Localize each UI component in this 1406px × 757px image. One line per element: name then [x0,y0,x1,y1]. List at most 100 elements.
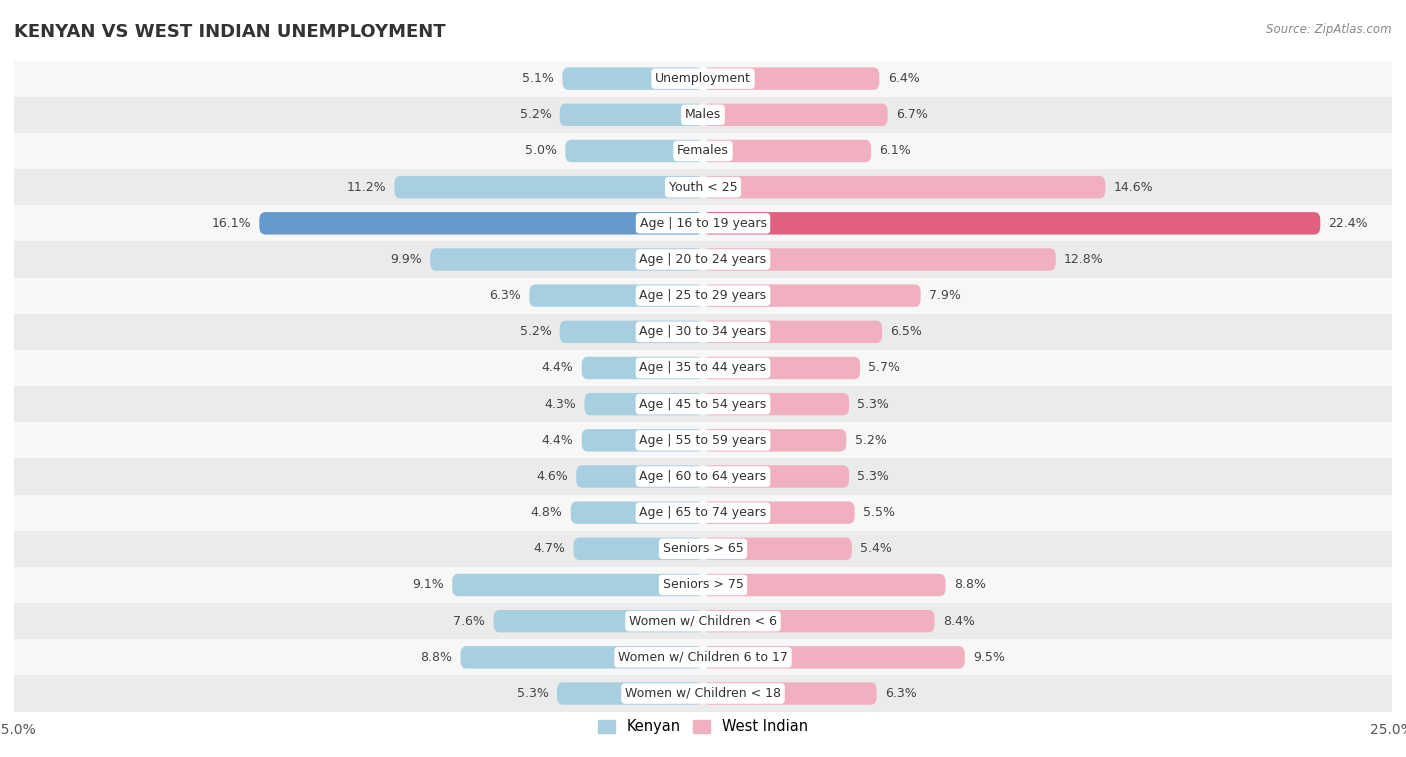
Text: 5.5%: 5.5% [863,506,894,519]
Text: 4.6%: 4.6% [536,470,568,483]
Text: Source: ZipAtlas.com: Source: ZipAtlas.com [1267,23,1392,36]
Text: 5.2%: 5.2% [520,326,551,338]
Text: Women w/ Children 6 to 17: Women w/ Children 6 to 17 [619,651,787,664]
FancyBboxPatch shape [453,574,703,597]
Text: 12.8%: 12.8% [1064,253,1104,266]
FancyBboxPatch shape [571,501,703,524]
Bar [14,97,1392,133]
Text: Women w/ Children < 18: Women w/ Children < 18 [626,687,780,700]
FancyBboxPatch shape [582,429,703,451]
Text: 7.6%: 7.6% [453,615,485,628]
Legend: Kenyan, West Indian: Kenyan, West Indian [592,713,814,740]
Text: 9.5%: 9.5% [973,651,1005,664]
Text: Age | 20 to 24 years: Age | 20 to 24 years [640,253,766,266]
FancyBboxPatch shape [582,357,703,379]
Text: 8.8%: 8.8% [420,651,453,664]
FancyBboxPatch shape [560,321,703,343]
Text: 6.3%: 6.3% [489,289,522,302]
FancyBboxPatch shape [703,646,965,668]
Text: 11.2%: 11.2% [346,181,387,194]
FancyBboxPatch shape [494,610,703,632]
Text: 6.4%: 6.4% [887,72,920,85]
FancyBboxPatch shape [703,67,879,90]
Text: 5.1%: 5.1% [522,72,554,85]
FancyBboxPatch shape [703,248,1056,271]
FancyBboxPatch shape [703,140,872,162]
Text: 4.7%: 4.7% [533,542,565,556]
Text: 5.3%: 5.3% [858,470,889,483]
Text: 22.4%: 22.4% [1329,217,1368,230]
Text: 14.6%: 14.6% [1114,181,1153,194]
Text: Age | 35 to 44 years: Age | 35 to 44 years [640,362,766,375]
Text: Age | 65 to 74 years: Age | 65 to 74 years [640,506,766,519]
FancyBboxPatch shape [703,574,945,597]
Text: Age | 16 to 19 years: Age | 16 to 19 years [640,217,766,230]
Text: 8.8%: 8.8% [953,578,986,591]
Text: 5.3%: 5.3% [858,397,889,410]
Text: 6.1%: 6.1% [879,145,911,157]
Text: Seniors > 75: Seniors > 75 [662,578,744,591]
FancyBboxPatch shape [703,212,1320,235]
Text: 7.9%: 7.9% [929,289,960,302]
Bar [14,313,1392,350]
FancyBboxPatch shape [703,357,860,379]
Text: 9.9%: 9.9% [389,253,422,266]
FancyBboxPatch shape [560,104,703,126]
Bar [14,133,1392,169]
FancyBboxPatch shape [562,67,703,90]
FancyBboxPatch shape [703,321,882,343]
FancyBboxPatch shape [585,393,703,416]
Text: 4.4%: 4.4% [541,362,574,375]
Text: 16.1%: 16.1% [211,217,252,230]
FancyBboxPatch shape [703,466,849,488]
Text: Women w/ Children < 6: Women w/ Children < 6 [628,615,778,628]
Text: 8.4%: 8.4% [943,615,974,628]
Text: Seniors > 65: Seniors > 65 [662,542,744,556]
FancyBboxPatch shape [703,610,935,632]
Text: 6.5%: 6.5% [890,326,922,338]
Bar [14,639,1392,675]
Bar [14,61,1392,97]
Text: 5.0%: 5.0% [524,145,557,157]
Bar [14,675,1392,712]
Bar [14,422,1392,459]
Bar [14,241,1392,278]
FancyBboxPatch shape [576,466,703,488]
Text: Age | 60 to 64 years: Age | 60 to 64 years [640,470,766,483]
Bar [14,278,1392,313]
Text: Unemployment: Unemployment [655,72,751,85]
Bar [14,459,1392,494]
Text: 4.4%: 4.4% [541,434,574,447]
Bar [14,603,1392,639]
FancyBboxPatch shape [461,646,703,668]
Text: Age | 45 to 54 years: Age | 45 to 54 years [640,397,766,410]
Text: 6.3%: 6.3% [884,687,917,700]
Bar [14,350,1392,386]
FancyBboxPatch shape [394,176,703,198]
Bar [14,567,1392,603]
Text: Age | 25 to 29 years: Age | 25 to 29 years [640,289,766,302]
FancyBboxPatch shape [530,285,703,307]
Text: 5.7%: 5.7% [869,362,900,375]
Bar [14,205,1392,241]
FancyBboxPatch shape [703,682,876,705]
Text: 5.2%: 5.2% [520,108,551,121]
Text: 5.4%: 5.4% [860,542,891,556]
Text: 9.1%: 9.1% [412,578,444,591]
FancyBboxPatch shape [574,537,703,560]
FancyBboxPatch shape [430,248,703,271]
FancyBboxPatch shape [557,682,703,705]
Bar [14,531,1392,567]
Text: Females: Females [678,145,728,157]
Text: 5.2%: 5.2% [855,434,886,447]
FancyBboxPatch shape [703,176,1105,198]
FancyBboxPatch shape [703,393,849,416]
Text: KENYAN VS WEST INDIAN UNEMPLOYMENT: KENYAN VS WEST INDIAN UNEMPLOYMENT [14,23,446,41]
FancyBboxPatch shape [565,140,703,162]
Bar [14,386,1392,422]
FancyBboxPatch shape [259,212,703,235]
FancyBboxPatch shape [703,537,852,560]
Text: 4.8%: 4.8% [530,506,562,519]
Text: Males: Males [685,108,721,121]
FancyBboxPatch shape [703,285,921,307]
